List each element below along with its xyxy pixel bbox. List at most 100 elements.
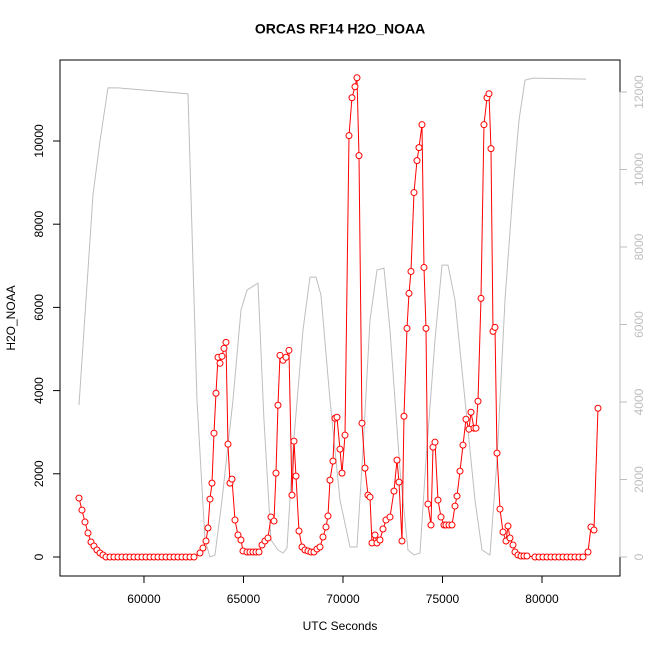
x-tick-label: 75000 xyxy=(426,592,460,606)
data-point xyxy=(322,523,330,531)
y-tick-label: 0 xyxy=(32,553,46,560)
data-point xyxy=(204,524,212,532)
data-point xyxy=(206,495,214,503)
y2-tick-label: 6000 xyxy=(632,311,646,338)
data-point xyxy=(376,536,384,544)
chart-title: ORCAS RF14 H2O_NOAA xyxy=(255,21,425,37)
data-point xyxy=(493,449,501,457)
data-point xyxy=(474,397,482,405)
y2-tick-label: 8000 xyxy=(632,233,646,260)
data-point xyxy=(196,549,204,557)
data-point xyxy=(579,553,587,561)
data-point xyxy=(199,544,207,552)
data-point xyxy=(81,518,89,526)
data-point xyxy=(371,531,379,539)
data-point xyxy=(496,505,504,513)
data-point xyxy=(348,94,356,102)
data-point xyxy=(355,152,363,160)
y-tick-label: 6000 xyxy=(32,294,46,321)
data-point xyxy=(459,441,467,449)
data-point xyxy=(222,338,230,346)
data-point xyxy=(434,496,442,504)
data-point xyxy=(208,479,216,487)
data-point xyxy=(358,419,366,427)
data-point xyxy=(351,83,359,91)
data-point xyxy=(316,543,324,551)
data-point xyxy=(272,469,280,477)
data-point xyxy=(288,491,296,499)
data-point xyxy=(504,522,512,530)
data-point xyxy=(427,521,435,529)
x-tick-label: 80000 xyxy=(525,592,559,606)
data-point xyxy=(462,415,470,423)
data-point xyxy=(282,353,290,361)
x-tick-label: 65000 xyxy=(227,592,261,606)
data-point xyxy=(224,440,232,448)
x-axis-label: UTC Seconds xyxy=(303,619,378,633)
data-point xyxy=(276,351,284,359)
data-point xyxy=(292,472,300,480)
data-point xyxy=(341,431,349,439)
data-point xyxy=(523,552,531,560)
data-point xyxy=(467,408,475,416)
data-point xyxy=(285,346,293,354)
data-point xyxy=(410,189,418,197)
data-point xyxy=(451,502,459,510)
data-point xyxy=(228,475,236,483)
data-point xyxy=(379,525,387,533)
data-point xyxy=(336,445,344,453)
data-point xyxy=(418,121,426,129)
data-point xyxy=(431,438,439,446)
data-point xyxy=(218,352,226,360)
data-point xyxy=(590,526,598,534)
data-point xyxy=(212,389,220,397)
data-point xyxy=(407,267,415,275)
data-point xyxy=(353,74,361,82)
data-point xyxy=(264,534,272,542)
data-point xyxy=(448,521,456,529)
data-point xyxy=(84,529,92,537)
data-point xyxy=(415,144,423,152)
data-point xyxy=(453,492,461,500)
data-point xyxy=(398,537,406,545)
data-point xyxy=(78,506,86,514)
data-point xyxy=(480,121,488,129)
y2-tick-label: 12000 xyxy=(632,75,646,109)
data-point xyxy=(324,512,332,520)
data-point xyxy=(424,500,432,508)
data-point xyxy=(584,548,592,556)
data-point xyxy=(202,537,210,545)
data-point xyxy=(491,323,499,331)
data-point xyxy=(506,534,514,542)
x-tick-label: 70000 xyxy=(326,592,360,606)
data-point xyxy=(594,404,602,412)
data-point xyxy=(234,531,242,539)
data-point xyxy=(386,513,394,521)
y-tick-label: 4000 xyxy=(32,377,46,404)
data-point xyxy=(190,553,198,561)
data-point xyxy=(477,294,485,302)
y-axis-label: H2O_NOAA xyxy=(4,285,18,350)
data-point xyxy=(361,464,369,472)
data-point xyxy=(295,527,303,535)
data-point xyxy=(270,517,278,525)
y2-tick-label: 2000 xyxy=(632,466,646,493)
data-point xyxy=(231,516,239,524)
data-point xyxy=(319,533,327,541)
data-point xyxy=(274,401,282,409)
data-point xyxy=(400,412,408,420)
data-point xyxy=(326,476,334,484)
data-point xyxy=(509,541,517,549)
data-point xyxy=(338,469,346,477)
data-point xyxy=(437,513,445,521)
y-tick-label: 8000 xyxy=(32,211,46,238)
data-point xyxy=(75,494,83,502)
data-point xyxy=(290,437,298,445)
data-point xyxy=(472,424,480,432)
data-point xyxy=(393,456,401,464)
data-point xyxy=(422,324,430,332)
data-point xyxy=(395,478,403,486)
data-point xyxy=(220,344,228,352)
data-point xyxy=(405,289,413,297)
